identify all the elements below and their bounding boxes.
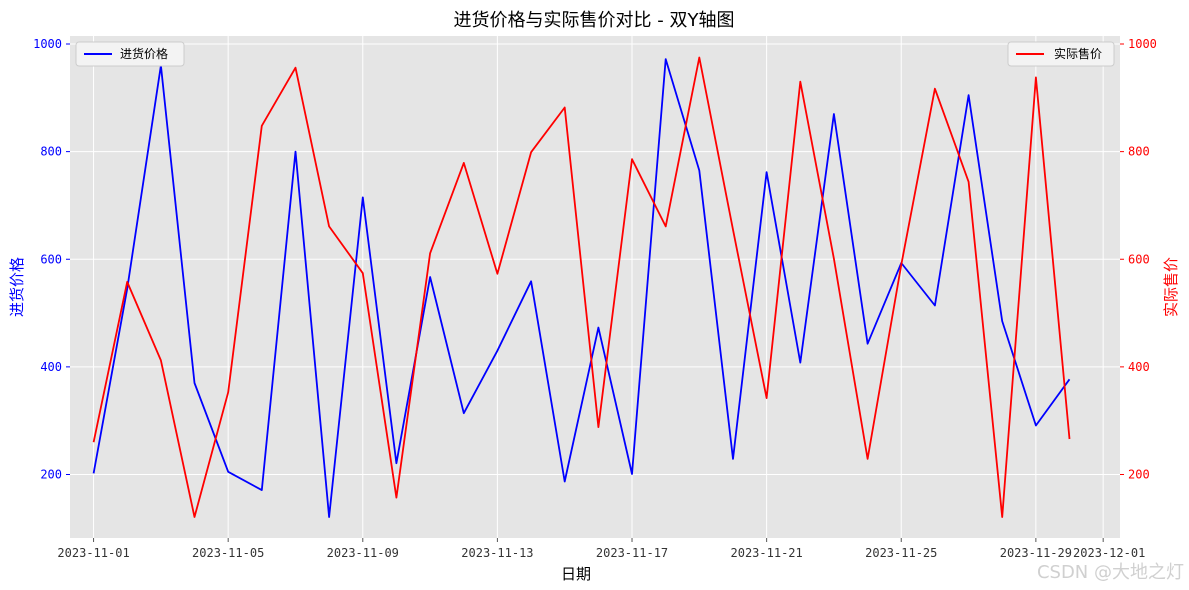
right-tick-label: 600 (1128, 252, 1150, 266)
x-tick-label: 2023-12-01 (1073, 546, 1145, 560)
legend-left-label: 进货价格 (120, 46, 168, 61)
left-tick-label: 200 (40, 468, 62, 482)
x-tick-label: 2023-11-05 (192, 546, 264, 560)
x-tick-label: 2023-11-17 (596, 546, 668, 560)
left-y-axis: 200 400 600 800 1000 (33, 37, 70, 482)
right-tick-label: 400 (1128, 360, 1150, 374)
watermark: CSDN @大地之灯 (1037, 562, 1184, 583)
left-tick-label: 1000 (33, 37, 62, 51)
x-axis: 2023-11-01 2023-11-05 2023-11-09 2023-11-13… (57, 538, 1145, 560)
right-y-axis: 200 400 600 800 1000 (1120, 37, 1157, 482)
chart-title: 进货价格与实际售价对比 - 双Y轴图 (454, 10, 735, 31)
x-tick-label: 2023-11-25 (865, 546, 937, 560)
series-line-purchase-price (92, 58, 1071, 518)
left-y-axis-label: 进货价格 (8, 257, 26, 317)
series-layer (92, 56, 1071, 518)
plot-area (70, 36, 1120, 538)
x-tick-label: 2023-11-09 (327, 546, 399, 560)
legend-left: 进货价格 (75, 41, 185, 67)
x-tick-label: 2023-11-13 (461, 546, 533, 560)
legend-right-label: 实际售价 (1054, 46, 1102, 61)
x-axis-label: 日期 (561, 565, 591, 583)
x-tick-label: 2023-11-01 (57, 546, 129, 560)
left-tick-label: 400 (40, 360, 62, 374)
legend-right: 实际售价 (1007, 41, 1115, 67)
right-tick-label: 1000 (1128, 37, 1157, 51)
left-tick-label: 800 (40, 145, 62, 159)
left-tick-label: 600 (40, 252, 62, 266)
right-y-axis-label: 实际售价 (1162, 257, 1180, 317)
right-tick-label: 200 (1128, 468, 1150, 482)
x-tick-label: 2023-11-21 (731, 546, 803, 560)
series-line-actual-price (92, 56, 1071, 518)
right-tick-label: 800 (1128, 145, 1150, 159)
x-tick-label: 2023-11-29 (1000, 546, 1072, 560)
